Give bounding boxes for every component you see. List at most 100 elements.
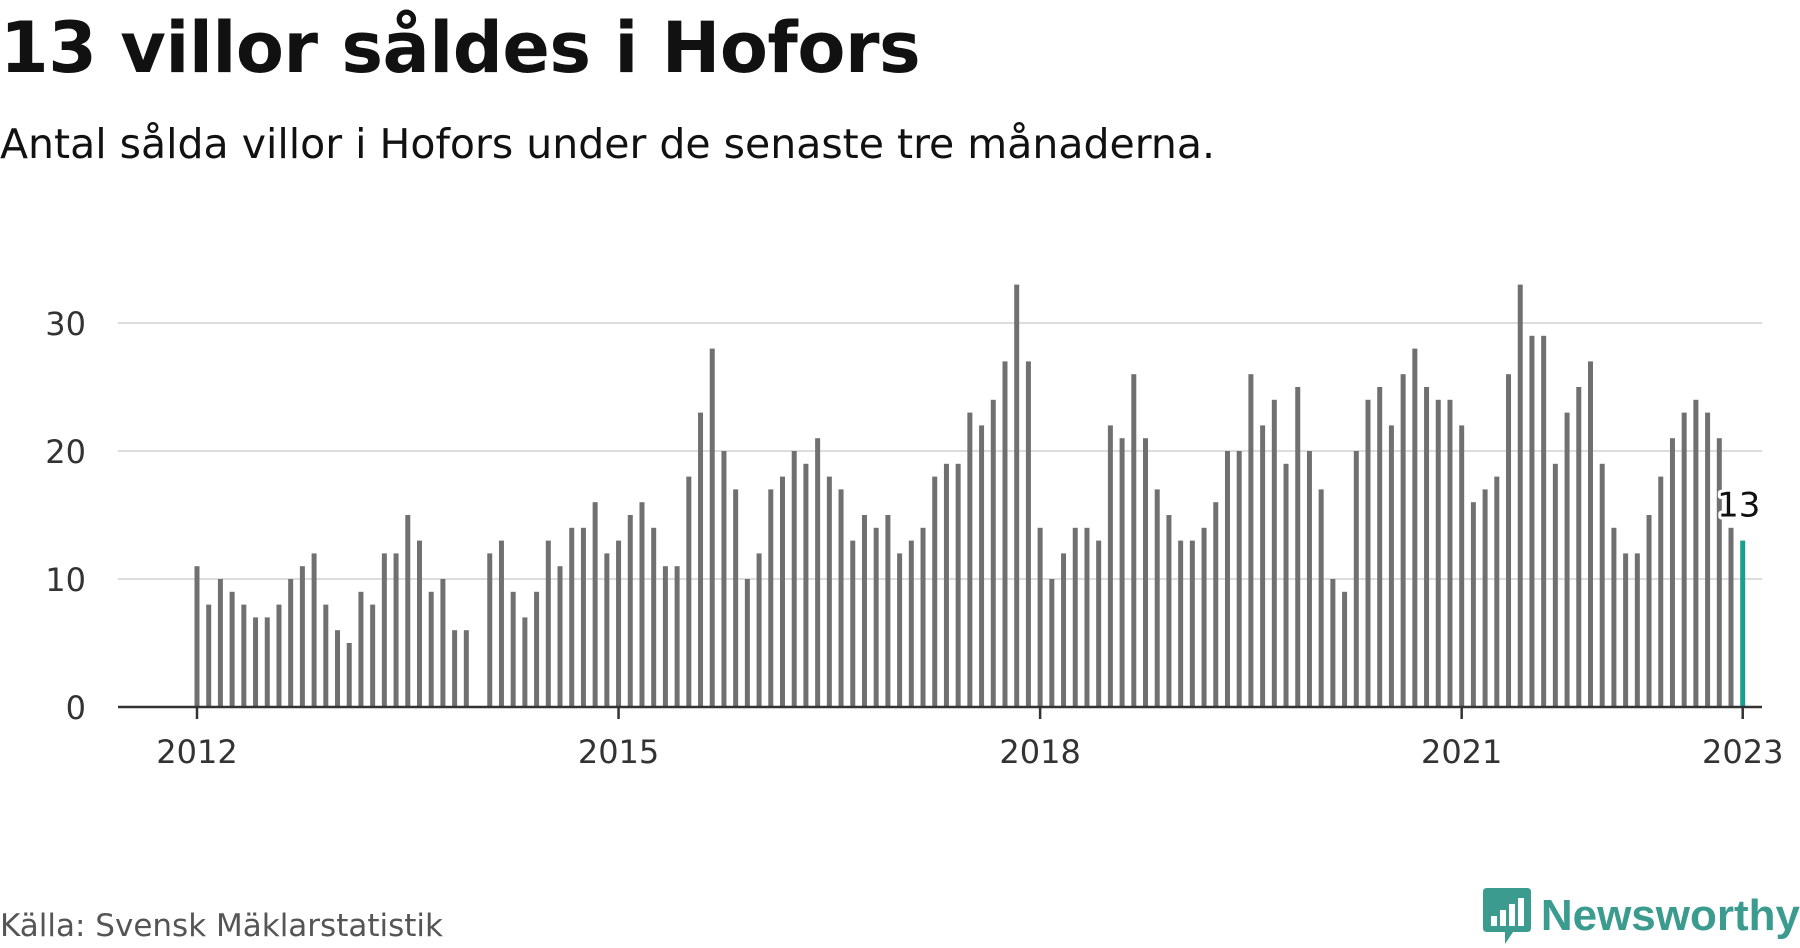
- bar: [897, 553, 903, 707]
- brand[interactable]: Newsworthy: [1482, 888, 1800, 944]
- bar: [1529, 335, 1535, 707]
- bar: [1107, 425, 1113, 707]
- bar: [1143, 438, 1149, 707]
- bar: [932, 476, 938, 707]
- bar: [1599, 463, 1605, 707]
- bar: [1213, 502, 1219, 707]
- brand-name: Newsworthy: [1540, 891, 1800, 940]
- bar: [1623, 553, 1629, 707]
- bar: [393, 553, 399, 707]
- bar: [1306, 451, 1312, 707]
- bar: [440, 579, 446, 707]
- bar: [873, 527, 879, 707]
- bar: [908, 540, 914, 707]
- bar: [1189, 540, 1195, 707]
- bar: [1681, 412, 1687, 707]
- bar: [1435, 399, 1441, 707]
- y-tick-label: 10: [45, 561, 86, 599]
- bar: [1424, 387, 1430, 707]
- bar: [1119, 438, 1125, 707]
- gridlines: [118, 322, 1762, 580]
- bar: [1377, 387, 1383, 707]
- bar: [1400, 374, 1406, 707]
- bar: [1470, 502, 1476, 707]
- bar: [1587, 361, 1593, 707]
- newsworthy-logo-icon: [1482, 888, 1531, 944]
- bar: [803, 463, 809, 707]
- y-tick-label: 30: [45, 305, 86, 343]
- bar: [487, 553, 493, 707]
- bar: [452, 630, 458, 707]
- y-tick-label: 0: [66, 689, 86, 727]
- bar: [358, 591, 364, 707]
- highlight-value-label: 13: [1717, 486, 1760, 526]
- y-tick-label: 20: [45, 433, 86, 471]
- bar: [780, 476, 785, 707]
- bar: [1178, 540, 1184, 707]
- bar: [346, 643, 352, 707]
- bar: [1412, 348, 1418, 707]
- bar: [1693, 399, 1699, 707]
- bar: [1283, 463, 1289, 707]
- bar: [733, 489, 739, 707]
- bar: [1002, 361, 1008, 707]
- bar: [1611, 527, 1617, 707]
- bar: [557, 566, 563, 707]
- bar: [1447, 399, 1453, 707]
- bar: [1388, 425, 1394, 707]
- bar: [1260, 425, 1266, 707]
- bar: [323, 604, 329, 707]
- bar: [1014, 284, 1020, 707]
- bar: [838, 489, 844, 707]
- bar: [639, 502, 645, 707]
- bar: [1482, 489, 1488, 707]
- bar: [253, 617, 259, 707]
- bar: [498, 540, 504, 707]
- bar: [955, 463, 961, 707]
- bar: [1541, 335, 1547, 707]
- x-tick-label: 2015: [578, 733, 659, 771]
- bar: [311, 553, 317, 707]
- x-axis: 2012 2015 2018 2021 2023: [118, 705, 1783, 771]
- bar: [698, 412, 704, 707]
- bar: [1646, 515, 1652, 707]
- bar: [194, 566, 200, 707]
- bar: [1037, 527, 1043, 707]
- bar: [405, 515, 411, 707]
- bar: [1669, 438, 1675, 707]
- bar: [370, 604, 376, 707]
- bar: [1072, 527, 1078, 707]
- bar: [428, 591, 434, 707]
- bar: [861, 515, 867, 707]
- bar: [709, 348, 715, 707]
- bar: [721, 451, 727, 707]
- bar: [943, 463, 949, 707]
- bar: [335, 630, 341, 707]
- bar: [1576, 387, 1582, 707]
- bar: [850, 540, 856, 707]
- bar: [1494, 476, 1500, 707]
- bar: [1201, 527, 1207, 707]
- bar: [1318, 489, 1324, 707]
- bar: [381, 553, 387, 707]
- bar: [1564, 412, 1570, 707]
- bar: [1154, 489, 1160, 707]
- bar: [604, 553, 610, 707]
- bar: [885, 515, 891, 707]
- bar: [1061, 553, 1067, 707]
- bar: [264, 617, 270, 707]
- bar: [1658, 476, 1664, 707]
- bar: [1049, 579, 1055, 707]
- chart-subtitle: Antal sålda villor i Hofors under de sen…: [0, 120, 1216, 168]
- bar: [1084, 527, 1090, 707]
- bar: [580, 527, 586, 707]
- x-tick-label: 2023: [1702, 733, 1783, 771]
- source-note: Källa: Svensk Mäklarstatistik: [0, 908, 443, 944]
- bar: [1517, 284, 1523, 707]
- bar: [1271, 399, 1277, 707]
- bar: [1365, 399, 1371, 707]
- bar: [416, 540, 422, 707]
- bar: [651, 527, 657, 707]
- bar: [1705, 412, 1711, 707]
- bar: [1342, 591, 1348, 707]
